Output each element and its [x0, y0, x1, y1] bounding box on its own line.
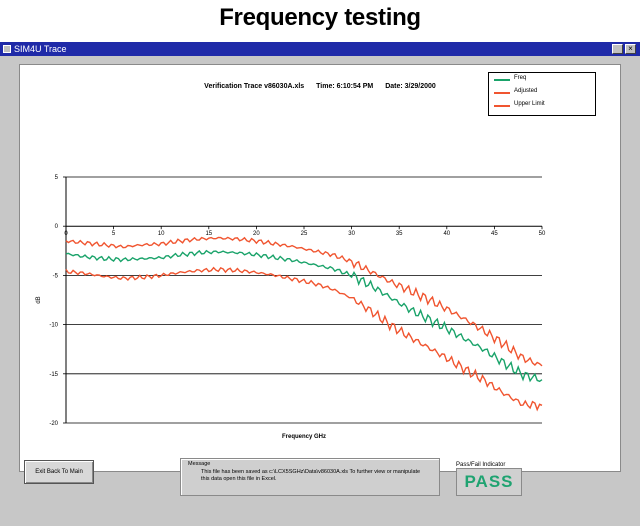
legend-item-upper-limit: Upper Limit: [489, 99, 595, 112]
series-line-adjusted: [65, 266, 543, 412]
time-readout: Time: 6:10:54 PM: [316, 83, 374, 90]
series-line-freq: [65, 249, 543, 383]
pass-fail-caption: Pass/Fail Indicator: [456, 462, 506, 468]
window-title: SIM4U Trace: [14, 44, 67, 54]
exit-back-to-main-button[interactable]: Exit Back To Main: [24, 460, 94, 484]
x-tick-label: 40: [443, 231, 450, 237]
message-box: Message This file has been saved as c:\L…: [180, 458, 440, 496]
legend-item-adjusted: Adjusted: [489, 86, 595, 99]
legend-label-upper-limit: Upper Limit: [514, 101, 545, 107]
x-tick-label: 20: [253, 231, 260, 237]
verification-label: Verification Trace v86030A.xls: [204, 83, 305, 90]
page-title: Frequency testing: [219, 4, 421, 31]
legend-item-freq: Freq: [489, 73, 595, 86]
y-tick-label: -15: [49, 372, 58, 378]
legend-swatch-adjusted: [494, 92, 510, 94]
y-tick-label: -5: [53, 273, 59, 279]
date-readout: Date: 3/29/2000: [385, 83, 436, 90]
plot-panel: Verification Trace v86030A.xls Time: 6:1…: [19, 64, 621, 472]
x-tick-label: 10: [158, 231, 165, 237]
x-tick-label: 50: [539, 231, 546, 237]
x-tick-label: 0: [64, 231, 68, 237]
x-tick-label: 25: [301, 231, 308, 237]
chart-legend: Freq Adjusted Upper Limit: [488, 72, 596, 116]
legend-label-freq: Freq: [514, 75, 527, 81]
minimize-button[interactable]: [612, 44, 623, 54]
window-titlebar[interactable]: SIM4U Trace ×: [0, 42, 640, 56]
x-tick-label: 30: [348, 231, 355, 237]
legend-swatch-upper-limit: [494, 105, 510, 107]
frequency-chart: 0 5 10 15 20 25 30 35 40 45 5050-5-10-15-20dBFrequ…: [36, 175, 546, 440]
y-axis-label: dB: [36, 296, 42, 303]
close-button[interactable]: ×: [625, 44, 636, 54]
y-tick-label: -20: [49, 421, 58, 427]
app-window: SIM4U Trace × Verification Trace v86030A…: [0, 42, 640, 526]
x-axis-label: Frequency GHz: [282, 434, 326, 440]
y-tick-label: 5: [55, 175, 59, 181]
plot-header: Verification Trace v86030A.xls Time: 6:1…: [20, 83, 620, 90]
y-tick-label: 0: [55, 224, 59, 230]
message-text: This file has been saved as c:\LCX5SGHz\…: [201, 469, 421, 482]
message-caption: Message: [188, 461, 211, 467]
x-tick-label: 15: [205, 231, 212, 237]
series-line-upper-limit: [65, 236, 543, 367]
x-tick-label: 45: [491, 231, 498, 237]
y-tick-label: -10: [49, 323, 58, 329]
pass-fail-indicator: PASS: [456, 468, 522, 496]
x-tick-label: 5: [112, 231, 116, 237]
x-tick-label: 35: [396, 231, 403, 237]
legend-swatch-freq: [494, 79, 510, 81]
window-menu-icon[interactable]: [3, 45, 11, 53]
legend-label-adjusted: Adjusted: [514, 88, 538, 94]
